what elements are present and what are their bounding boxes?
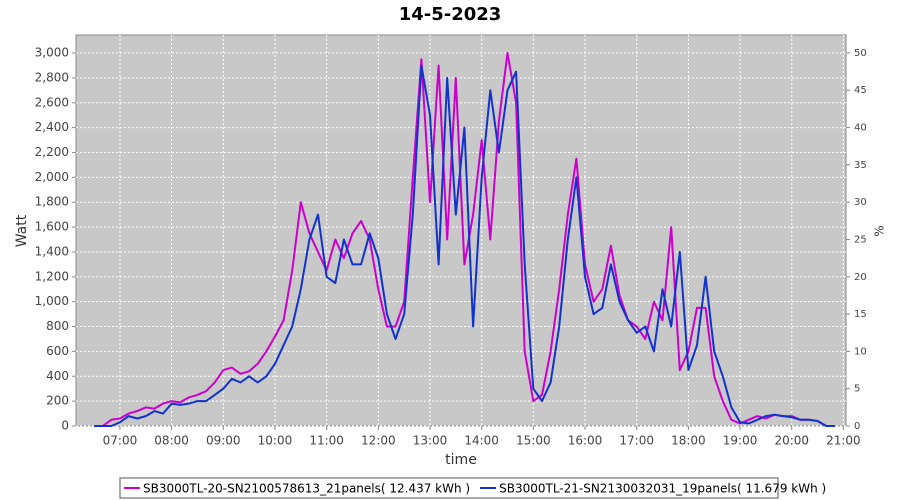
x-tick-label: 14:00: [464, 434, 499, 448]
x-tick-label: 09:00: [206, 434, 241, 448]
x-tick-label: 17:00: [619, 434, 654, 448]
x-tick-label: 11:00: [309, 434, 344, 448]
y2-tick-label: 40: [854, 123, 867, 134]
x-tick-label: 20:00: [774, 434, 809, 448]
plot-area: [75, 34, 847, 427]
x-tick-label: 13:00: [413, 434, 448, 448]
series-line: [94, 52, 835, 427]
x-tick-label: 21:00: [826, 434, 861, 448]
y2-tick-label: 50: [854, 48, 867, 59]
y-tick-label: 600: [46, 344, 69, 358]
x-tick-label: 12:00: [361, 434, 396, 448]
y-tick-label: 400: [46, 369, 69, 383]
legend-label: SB3000TL-20-SN2100578613_21panels( 12.43…: [143, 482, 470, 496]
y2-tick-label: 35: [854, 160, 867, 171]
y2-axis-label: %: [873, 225, 887, 236]
y-tick-label: 3,000: [35, 46, 69, 60]
y-tick-label: 1,800: [35, 195, 69, 209]
y-axis-label: Watt: [14, 214, 30, 247]
y-tick-label: 1,000: [35, 294, 69, 308]
y2-tick-label: 20: [854, 272, 867, 283]
legend-box: [119, 477, 779, 499]
y-tick-label: 800: [46, 319, 69, 333]
x-tick-label: 16:00: [568, 434, 603, 448]
y2-tick-label: 0: [854, 421, 860, 432]
y2-tick-label: 15: [854, 309, 867, 320]
legend-label: SB3000TL-21-SN2130032031_19panels( 11.67…: [499, 482, 826, 496]
y2-tick-label: 25: [854, 234, 867, 245]
y2-tick-label: 30: [854, 197, 867, 208]
x-tick-label: 18:00: [671, 434, 706, 448]
y-tick-label: 2,400: [35, 120, 69, 134]
y2-tick-label: 10: [854, 346, 867, 357]
x-tick-label: 07:00: [103, 434, 138, 448]
y2-tick-label: 45: [854, 85, 867, 96]
x-tick-label: 15:00: [516, 434, 551, 448]
x-tick-label: 10:00: [258, 434, 293, 448]
y-tick-label: 1,200: [35, 269, 69, 283]
y-tick-label: 2,200: [35, 145, 69, 159]
series-line: [94, 64, 835, 427]
y-tick-label: 200: [46, 394, 69, 408]
chart-title: 14-5-2023: [399, 4, 502, 25]
y2-tick-label: 5: [854, 384, 860, 395]
y-tick-label: 1,400: [35, 244, 69, 258]
x-tick-label: 19:00: [723, 434, 758, 448]
y-tick-label: 2,800: [35, 70, 69, 84]
y-tick-label: 0: [61, 419, 69, 433]
y-tick-label: 2,600: [35, 95, 69, 109]
y-tick-label: 1,600: [35, 220, 69, 234]
x-tick-label: 08:00: [154, 434, 189, 448]
x-axis-label: time: [445, 452, 477, 468]
y-tick-label: 2,000: [35, 170, 69, 184]
